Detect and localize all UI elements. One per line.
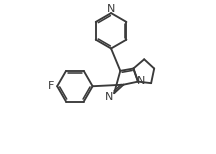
Text: N: N <box>137 76 146 86</box>
Text: N: N <box>105 92 113 101</box>
Text: F: F <box>48 81 54 91</box>
Text: N: N <box>107 4 115 14</box>
